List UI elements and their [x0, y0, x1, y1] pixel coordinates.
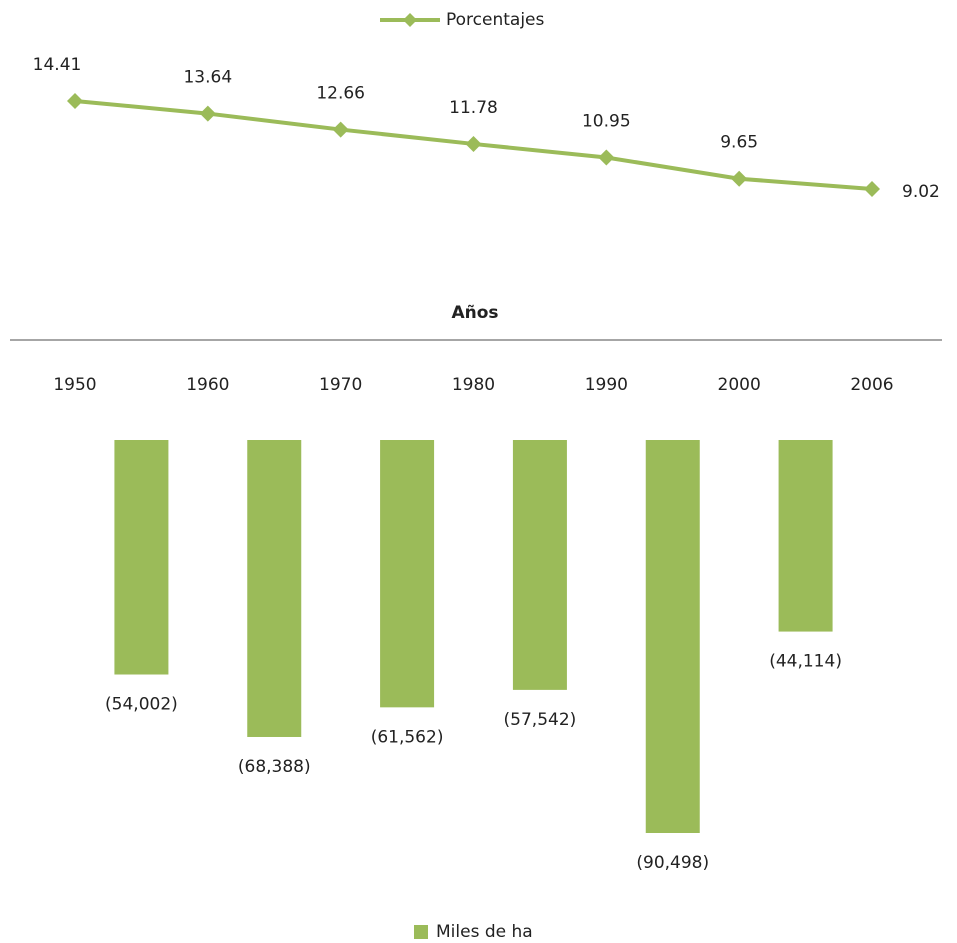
x-tick-label: 1990: [585, 375, 628, 395]
data-label: 11.78: [449, 98, 498, 118]
bar: [114, 440, 169, 675]
x-tick-label: 2000: [718, 375, 761, 395]
x-axis-title: Años: [451, 303, 498, 323]
bar: [512, 440, 567, 690]
data-label: (44,114): [769, 652, 842, 672]
marker: [731, 170, 748, 187]
marker: [864, 181, 880, 197]
data-label: (90,498): [636, 853, 709, 873]
legend-swatch: [414, 925, 428, 939]
bar: [778, 440, 833, 632]
data-label: 10.95: [582, 111, 631, 131]
bar: [380, 440, 435, 708]
data-label: (68,388): [238, 757, 311, 777]
marker: [199, 105, 216, 122]
marker: [332, 121, 349, 138]
legend-marker: [403, 13, 417, 27]
marker: [465, 135, 482, 152]
marker: [67, 93, 83, 109]
data-label: (54,002): [105, 695, 178, 715]
bar: [645, 440, 700, 833]
x-tick-label: 2006: [850, 375, 893, 395]
data-label: 9.65: [720, 133, 758, 153]
data-label: 12.66: [316, 84, 365, 104]
data-label: 9.02: [902, 182, 940, 202]
data-label: 14.41: [33, 55, 82, 75]
x-tick-label: 1960: [186, 375, 229, 395]
x-tick-label: 1950: [53, 375, 96, 395]
legend-label: Miles de ha: [436, 922, 533, 942]
data-label: (57,542): [504, 710, 577, 730]
data-label: 13.64: [183, 68, 232, 88]
bar: [247, 440, 302, 737]
x-tick-label: 1970: [319, 375, 362, 395]
x-tick-label: 1980: [452, 375, 495, 395]
data-label: (61,562): [371, 727, 444, 747]
legend-label: Porcentajes: [446, 10, 545, 30]
marker: [598, 149, 615, 166]
